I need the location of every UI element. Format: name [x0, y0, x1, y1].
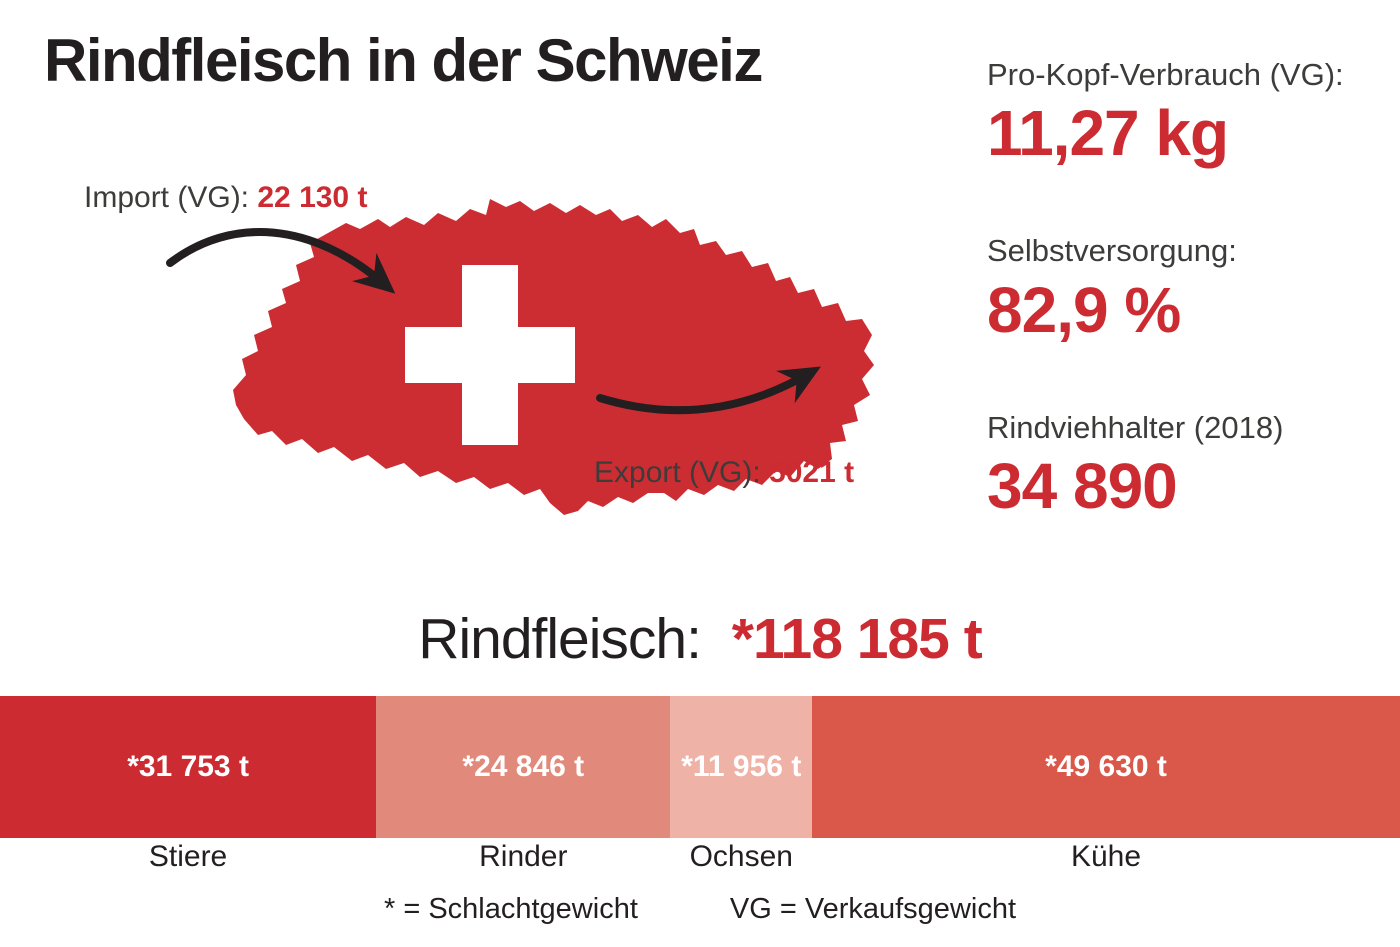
- bar-segment-rinder: *24 846 t: [376, 696, 671, 838]
- category-label-stiere: Stiere: [148, 840, 228, 873]
- footnotes: * = Schlachtgewicht VG = Verkaufsgewicht: [0, 893, 1400, 926]
- category-label-ochsen: Ochsen: [689, 840, 793, 873]
- export-label: Export (VG):: [594, 456, 761, 489]
- per-capita-label: Pro-Kopf-Verbrauch (VG):: [987, 57, 1344, 92]
- stacked-bar: *31 753 t *24 846 t *11 956 t *49 630 t: [0, 696, 1400, 838]
- export-stat: Export (VG): 5021 t: [594, 456, 854, 490]
- chart-title-label: Rindfleisch:: [418, 607, 702, 671]
- self-sufficiency-value: 82,9 %: [987, 273, 1181, 346]
- import-label: Import (VG):: [84, 181, 250, 214]
- bar-segment-value: *31 753 t: [127, 750, 249, 783]
- category-label-kuehe: Kühe: [1070, 840, 1142, 873]
- self-sufficiency-label: Selbstversorgung:: [987, 233, 1237, 269]
- bar-segment-value: *24 846 t: [462, 750, 585, 783]
- bar-category-row: Stiere Rinder Ochsen Kühe: [0, 840, 1400, 874]
- import-stat: Import (VG): 22 130 t: [84, 181, 367, 215]
- key-stats-column: Pro-Kopf-Verbrauch (VG): 11,27 kg Selbst…: [987, 56, 1387, 519]
- cattle-holders-label: Rindviehhalter (2018): [987, 409, 1284, 445]
- page-title: Rindfleisch in der Schweiz: [44, 27, 763, 94]
- footnote-verkaufsgewicht: VG = Verkaufsgewicht: [729, 893, 1017, 925]
- chart-title: Rindfleisch: *118 185 t: [0, 606, 1400, 672]
- bar-segment-ochsen: *11 956 t: [670, 696, 813, 838]
- import-value: 22 130 t: [257, 181, 368, 214]
- bar-segment-value: *11 956 t: [681, 750, 802, 783]
- bar-segment-stiere: *31 753 t: [0, 696, 377, 838]
- category-label-rinder: Rinder: [479, 840, 568, 873]
- cattle-holders-value: 34 890: [987, 450, 1178, 523]
- bar-segment-value: *49 630 t: [1045, 750, 1167, 783]
- chart-title-value: *118 185 t: [731, 607, 983, 671]
- export-value: 5021 t: [769, 456, 855, 489]
- per-capita-value: 11,27 kg: [987, 97, 1229, 170]
- footnote-schlachtgewicht: * = Schlachtgewicht: [383, 893, 638, 925]
- swiss-cross: [405, 265, 575, 445]
- bar-segment-kuehe: *49 630 t: [812, 696, 1400, 838]
